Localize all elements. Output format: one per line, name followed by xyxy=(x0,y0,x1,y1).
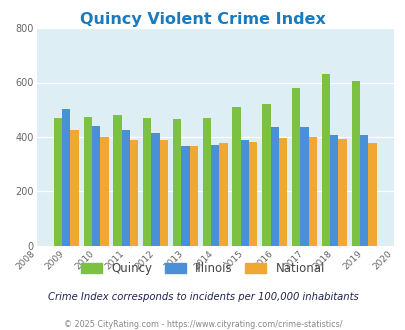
Bar xyxy=(62,109,70,246)
Bar xyxy=(351,81,359,246)
Bar xyxy=(240,140,249,246)
Bar xyxy=(249,142,257,246)
Bar xyxy=(113,115,121,246)
Bar xyxy=(173,119,181,246)
Bar xyxy=(338,139,346,246)
Bar xyxy=(278,138,286,246)
Bar xyxy=(329,135,338,246)
Bar xyxy=(291,88,300,246)
Bar xyxy=(367,143,375,246)
Bar xyxy=(122,130,130,246)
Bar xyxy=(54,118,62,246)
Bar xyxy=(130,140,138,246)
Bar xyxy=(181,146,189,246)
Text: © 2025 CityRating.com - https://www.cityrating.com/crime-statistics/: © 2025 CityRating.com - https://www.city… xyxy=(64,320,341,329)
Bar xyxy=(321,74,329,246)
Text: Crime Index corresponds to incidents per 100,000 inhabitants: Crime Index corresponds to incidents per… xyxy=(47,292,358,302)
Bar xyxy=(359,135,367,246)
Bar xyxy=(83,117,92,246)
Bar xyxy=(143,118,151,246)
Bar xyxy=(100,137,108,246)
Bar xyxy=(211,145,219,246)
Bar xyxy=(151,133,160,246)
Text: Quincy Violent Crime Index: Quincy Violent Crime Index xyxy=(80,12,325,26)
Bar xyxy=(308,137,316,246)
Bar xyxy=(92,126,100,246)
Legend: Quincy, Illinois, National: Quincy, Illinois, National xyxy=(77,258,328,279)
Bar xyxy=(70,130,79,246)
Bar xyxy=(160,141,168,246)
Bar xyxy=(300,127,308,246)
Bar xyxy=(219,144,227,246)
Bar xyxy=(270,127,278,246)
Bar xyxy=(189,146,197,246)
Bar xyxy=(232,107,240,246)
Bar xyxy=(262,104,270,246)
Bar xyxy=(202,118,211,246)
